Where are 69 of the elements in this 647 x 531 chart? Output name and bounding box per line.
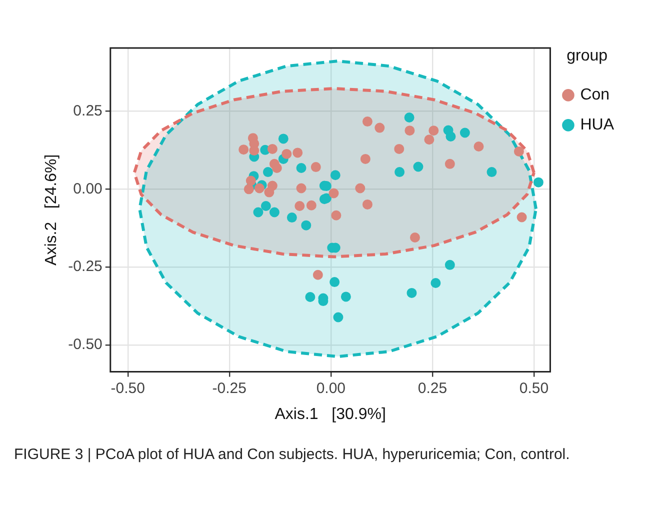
legend-title: group bbox=[566, 47, 608, 64]
point bbox=[262, 167, 273, 178]
point bbox=[444, 260, 455, 270]
point bbox=[267, 144, 278, 154]
point bbox=[331, 210, 342, 220]
point bbox=[269, 207, 280, 218]
point bbox=[340, 292, 351, 302]
point bbox=[355, 183, 366, 194]
point bbox=[374, 122, 385, 133]
point bbox=[238, 144, 249, 155]
x-axis-title: Axis.1 [30.9%] bbox=[274, 406, 386, 423]
x-tick-label: 0.00 bbox=[316, 380, 346, 397]
point bbox=[286, 212, 297, 223]
point bbox=[305, 292, 316, 302]
point bbox=[328, 188, 339, 198]
point bbox=[404, 126, 415, 136]
point bbox=[296, 183, 306, 194]
point bbox=[413, 162, 424, 172]
point bbox=[424, 134, 434, 145]
point bbox=[333, 312, 344, 322]
y-tick-label: -0.50 bbox=[68, 336, 102, 354]
point bbox=[254, 183, 264, 194]
point bbox=[253, 207, 264, 218]
point bbox=[410, 232, 420, 242]
point bbox=[460, 128, 470, 138]
point bbox=[514, 146, 524, 156]
x-tick-label: 0.25 bbox=[418, 380, 448, 397]
point bbox=[272, 162, 282, 173]
point bbox=[246, 176, 256, 186]
point bbox=[292, 148, 303, 158]
y-tick-label: 0.25 bbox=[73, 102, 102, 120]
point bbox=[362, 116, 372, 127]
point bbox=[296, 162, 306, 173]
x-tick-label: -0.25 bbox=[212, 380, 246, 397]
point bbox=[486, 167, 497, 178]
point bbox=[330, 277, 340, 288]
point bbox=[394, 167, 405, 178]
point bbox=[533, 177, 544, 188]
x-tick-label: 0.50 bbox=[519, 380, 549, 397]
point bbox=[294, 201, 305, 212]
point bbox=[260, 201, 271, 212]
point bbox=[330, 170, 340, 180]
point bbox=[306, 200, 316, 210]
point bbox=[474, 141, 484, 152]
y-tick-label: -0.25 bbox=[68, 258, 102, 276]
y-tick-label: 0.00 bbox=[73, 180, 102, 198]
point bbox=[406, 288, 417, 298]
point bbox=[362, 199, 372, 210]
legend-label: Con bbox=[580, 86, 610, 104]
point bbox=[394, 144, 404, 154]
point bbox=[430, 278, 441, 288]
point bbox=[446, 132, 456, 142]
point bbox=[516, 212, 527, 222]
point bbox=[404, 112, 414, 122]
point bbox=[310, 162, 321, 172]
point bbox=[301, 220, 312, 230]
point bbox=[312, 270, 323, 280]
point bbox=[444, 158, 455, 169]
point bbox=[244, 184, 254, 194]
caption: FIGURE 3 | PCoA plot of HUA and Con subjects. HUA, hyperuricemia; Con, control. bbox=[13, 445, 571, 465]
point bbox=[278, 134, 288, 144]
x-tick-label: -0.50 bbox=[110, 380, 145, 397]
point bbox=[282, 148, 292, 159]
point bbox=[249, 146, 260, 156]
legend-label: HUA bbox=[580, 116, 614, 134]
point bbox=[428, 126, 439, 136]
y-axis-title: Axis.2 [24.6%] bbox=[43, 154, 60, 266]
point bbox=[360, 154, 370, 164]
point bbox=[264, 187, 274, 198]
